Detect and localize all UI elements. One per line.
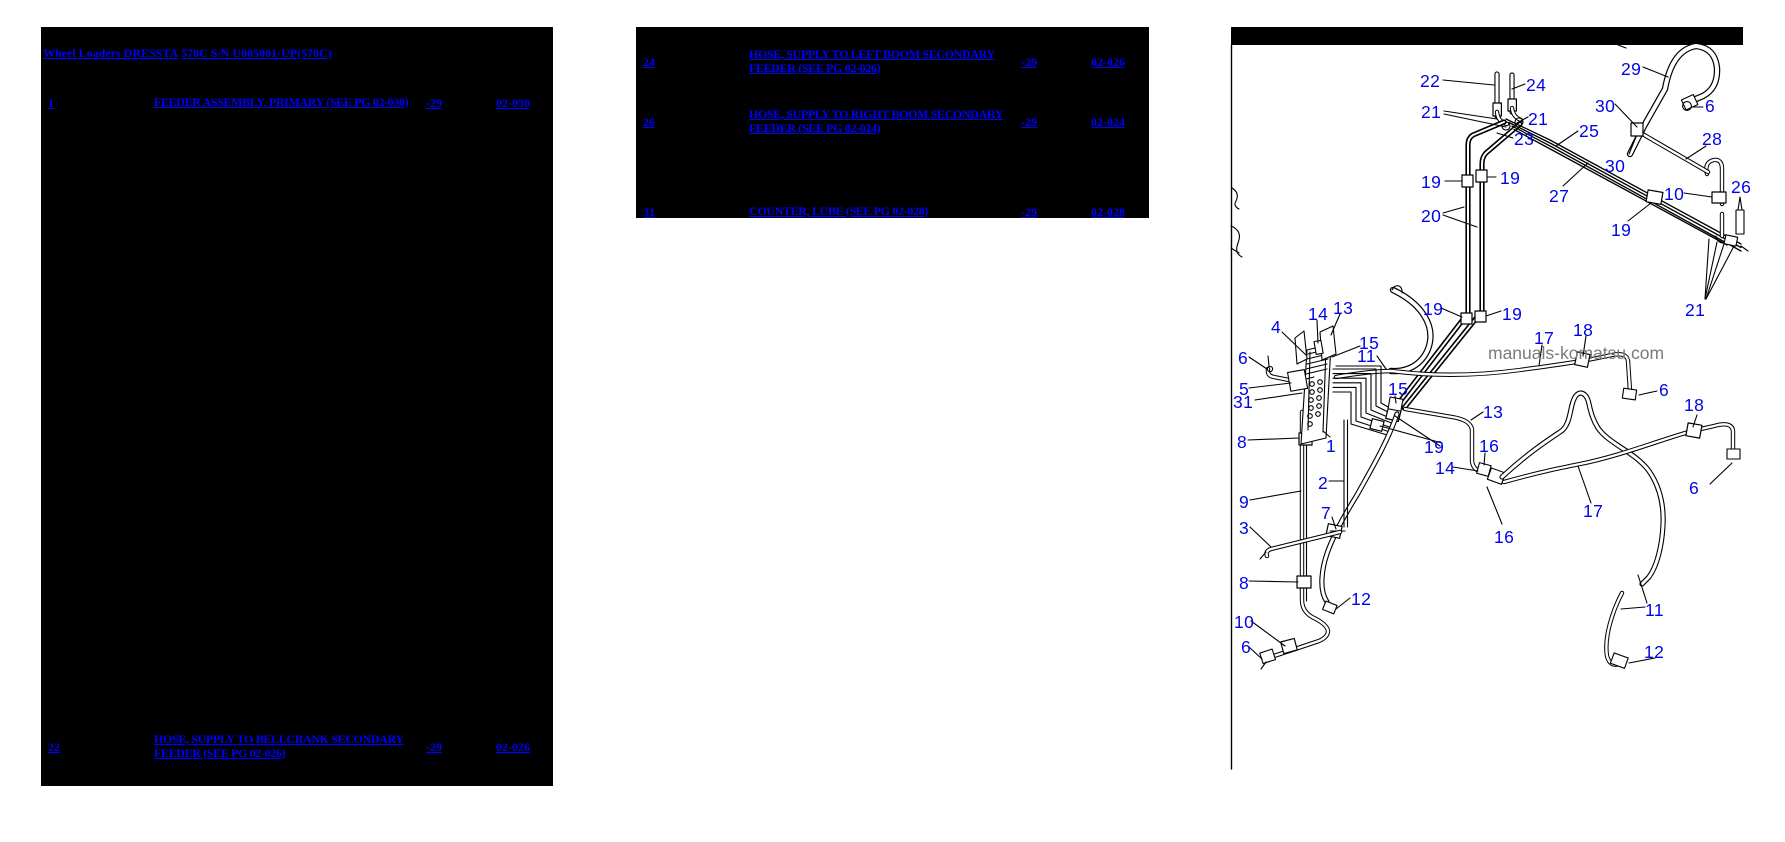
svg-text:3: 3 xyxy=(1239,518,1249,538)
svg-text:21: 21 xyxy=(1685,300,1705,320)
svg-text:11: 11 xyxy=(1645,600,1664,620)
svg-text:30: 30 xyxy=(1605,156,1625,176)
svg-text:13: 13 xyxy=(1483,402,1503,422)
svg-text:12: 12 xyxy=(1351,589,1371,609)
svg-text:31: 31 xyxy=(1233,392,1253,412)
svg-text:20: 20 xyxy=(1421,206,1441,226)
svg-text:21: 21 xyxy=(1421,102,1441,122)
svg-text:21: 21 xyxy=(1528,109,1548,129)
svg-text:13: 13 xyxy=(1333,298,1353,318)
svg-text:9: 9 xyxy=(1239,492,1249,512)
svg-text:23: 23 xyxy=(1514,129,1534,149)
svg-text:19: 19 xyxy=(1502,304,1522,324)
svg-text:16: 16 xyxy=(1494,527,1514,547)
svg-text:5: 5 xyxy=(1239,379,1249,399)
svg-text:7: 7 xyxy=(1321,503,1331,523)
svg-text:15: 15 xyxy=(1388,379,1408,399)
svg-text:16: 16 xyxy=(1479,436,1499,456)
svg-text:6: 6 xyxy=(1659,380,1669,400)
svg-text:15: 15 xyxy=(1359,333,1379,353)
svg-text:19: 19 xyxy=(1424,437,1444,457)
svg-text:19: 19 xyxy=(1421,172,1441,192)
svg-text:6: 6 xyxy=(1705,96,1715,116)
svg-text:1: 1 xyxy=(1326,436,1336,456)
svg-text:manuals-komatsu.com: manuals-komatsu.com xyxy=(1488,343,1664,363)
svg-text:19: 19 xyxy=(1423,299,1443,319)
svg-text:4: 4 xyxy=(1271,317,1281,337)
svg-text:26: 26 xyxy=(1731,177,1751,197)
svg-text:18: 18 xyxy=(1573,320,1593,340)
svg-text:14: 14 xyxy=(1435,458,1455,478)
svg-text:8: 8 xyxy=(1237,432,1247,452)
svg-text:10: 10 xyxy=(1664,184,1684,204)
svg-text:11: 11 xyxy=(1357,346,1376,366)
svg-text:2: 2 xyxy=(1318,473,1328,493)
svg-text:27: 27 xyxy=(1549,186,1569,206)
svg-text:30: 30 xyxy=(1595,96,1615,116)
svg-text:24: 24 xyxy=(1526,75,1546,95)
svg-text:6: 6 xyxy=(1689,478,1699,498)
svg-text:12: 12 xyxy=(1644,642,1664,662)
svg-text:28: 28 xyxy=(1702,129,1722,149)
svg-text:10: 10 xyxy=(1234,612,1254,632)
svg-text:19: 19 xyxy=(1611,220,1631,240)
svg-text:25: 25 xyxy=(1579,121,1599,141)
svg-text:6: 6 xyxy=(1241,637,1251,657)
svg-text:6: 6 xyxy=(1238,348,1248,368)
svg-text:18: 18 xyxy=(1684,395,1704,415)
svg-text:17: 17 xyxy=(1534,328,1554,348)
svg-text:29: 29 xyxy=(1621,59,1641,79)
svg-text:14: 14 xyxy=(1308,304,1328,324)
svg-text:19: 19 xyxy=(1500,168,1520,188)
svg-text:22: 22 xyxy=(1420,71,1440,91)
svg-text:17: 17 xyxy=(1583,501,1603,521)
svg-text:8: 8 xyxy=(1239,573,1249,593)
